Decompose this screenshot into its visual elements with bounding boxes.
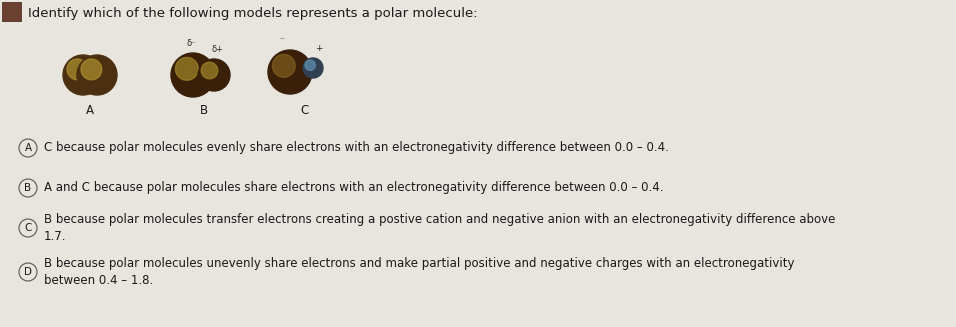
Text: δ⁻: δ⁻ [186,39,196,48]
Circle shape [77,55,117,95]
Circle shape [303,58,323,78]
Circle shape [67,59,88,80]
Circle shape [81,59,101,80]
Text: B: B [200,104,208,116]
Circle shape [305,60,315,70]
Text: C: C [301,104,309,116]
Text: A: A [25,143,32,153]
Text: A and C because polar molecules share electrons with an electronegativity differ: A and C because polar molecules share el… [44,181,663,195]
Text: Identify which of the following models represents a polar molecule:: Identify which of the following models r… [28,7,478,20]
FancyBboxPatch shape [2,2,22,22]
Circle shape [201,62,218,79]
Circle shape [272,54,295,77]
Text: B: B [25,183,32,193]
Circle shape [19,179,37,197]
Text: +: + [315,44,323,53]
Text: B because polar molecules transfer electrons creating a postive cation and negat: B because polar molecules transfer elect… [44,213,836,243]
Circle shape [171,53,215,97]
Circle shape [19,139,37,157]
Circle shape [198,59,230,91]
Text: C: C [24,223,32,233]
Text: D: D [24,267,32,277]
Text: A: A [86,104,94,116]
Circle shape [19,219,37,237]
Circle shape [19,263,37,281]
Circle shape [63,55,103,95]
Text: 1: 1 [8,7,16,20]
Circle shape [175,58,198,80]
Text: C because polar molecules evenly share electrons with an electronegativity diffe: C because polar molecules evenly share e… [44,142,669,154]
Text: B because polar molecules unevenly share electrons and make partial positive and: B because polar molecules unevenly share… [44,257,794,287]
Text: ⁻: ⁻ [279,36,284,45]
Circle shape [268,50,312,94]
Text: δ+: δ+ [212,45,224,54]
